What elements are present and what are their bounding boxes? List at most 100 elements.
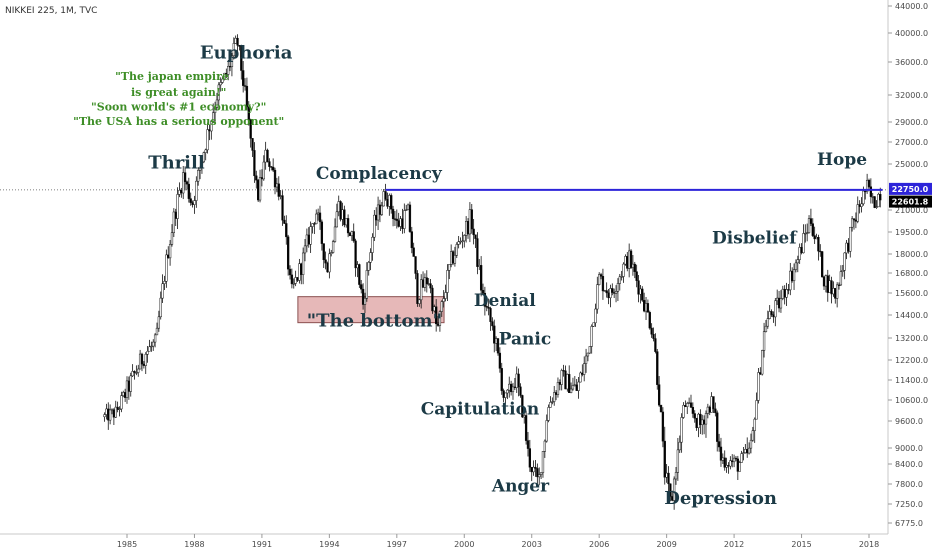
candle-body [877, 194, 880, 208]
candle-body [562, 370, 565, 372]
price-tag-label: 22601.8 [892, 198, 929, 207]
candle-body [804, 232, 807, 235]
candle-body [183, 172, 187, 182]
candle-body [648, 312, 651, 329]
candle-body [247, 106, 250, 120]
candle-body [556, 382, 560, 395]
candle-body [140, 353, 144, 365]
candle-body [744, 449, 747, 453]
candle-body [603, 290, 606, 292]
candle-body [161, 283, 164, 299]
candle-body [672, 478, 676, 501]
candle-body [566, 374, 569, 390]
candle-body [212, 112, 215, 122]
candle-body [116, 406, 119, 410]
candle-body [103, 414, 106, 418]
candle-body [496, 338, 500, 354]
candle-body [558, 382, 561, 385]
candle-body [824, 275, 828, 287]
candle-body [249, 119, 252, 139]
candle-body [391, 208, 395, 219]
candle-body [386, 198, 389, 207]
candle-body [401, 218, 404, 229]
candle-body [286, 236, 290, 270]
candle-body [405, 209, 408, 211]
candle-body [768, 311, 771, 319]
candle-body [517, 373, 520, 388]
candle-body [494, 338, 498, 344]
candle-body [871, 196, 874, 198]
candle-body [584, 355, 588, 364]
candle-body [579, 372, 582, 383]
y-tick-label: 27000.0 [895, 138, 928, 147]
candle-body [605, 290, 608, 294]
x-tick-label: 1994 [319, 540, 339, 549]
candle-body [448, 264, 451, 271]
candle-body [515, 373, 518, 388]
candle-body [294, 277, 297, 284]
candle-body [526, 440, 530, 449]
candle-body [178, 190, 181, 195]
candle-body [674, 472, 678, 480]
candle-body [762, 331, 766, 351]
candle-body [506, 389, 509, 394]
candle-body [330, 252, 333, 255]
candle-body [258, 177, 262, 201]
candle-body [714, 408, 717, 414]
candle-body [459, 241, 462, 243]
candle-body [554, 392, 558, 395]
candle-body [180, 190, 183, 194]
phase-annotation: Euphoria [200, 42, 293, 63]
candle-body [854, 219, 858, 222]
x-axis: 1985 1988 1991 1994 1997 2000 2003 2006 2009 2012… [117, 534, 879, 549]
candle-body [530, 466, 533, 473]
candle-body [614, 291, 618, 294]
y-tick-label: 16800.0 [895, 269, 928, 278]
candle-body [759, 372, 762, 375]
candle-body [255, 175, 258, 181]
phase-annotation: Depression [664, 488, 777, 509]
candle-body [410, 231, 413, 249]
candle-body [197, 170, 200, 182]
candle-body [227, 65, 230, 75]
candle-body [228, 65, 232, 68]
candle-body [213, 107, 217, 114]
candle-body [847, 242, 850, 252]
candle-body [466, 221, 470, 235]
candle-body [663, 440, 666, 478]
candle-body [223, 72, 226, 80]
candle-body [656, 351, 659, 385]
candle-body [451, 251, 455, 264]
candle-body [472, 228, 475, 236]
candle-body [303, 245, 307, 254]
annotations-layer: Euphoria Thrill Complacency "The bottom" Den… [73, 42, 867, 509]
candle-body [549, 402, 552, 408]
candle-body [695, 417, 698, 429]
candle-body [545, 420, 548, 442]
candle-body [543, 440, 546, 452]
candle-body [613, 292, 616, 294]
candle-body [513, 386, 517, 389]
candle-body [438, 311, 442, 326]
candle-body [354, 240, 357, 269]
candle-body [873, 196, 876, 208]
candle-body [157, 316, 161, 329]
candle-body [657, 384, 661, 406]
candle-body [208, 129, 211, 132]
candle-body [326, 262, 329, 273]
candle-body [346, 218, 350, 234]
candle-body [721, 457, 724, 461]
x-tick-label: 1991 [252, 540, 272, 549]
candle-body [772, 314, 775, 318]
candle-body [105, 408, 108, 415]
candle-body [348, 232, 352, 236]
candle-body [581, 372, 584, 375]
candle-body [547, 407, 550, 421]
candle-body [478, 265, 481, 267]
candle-body [369, 252, 372, 263]
candle-body [669, 483, 672, 497]
candle-body [159, 297, 162, 318]
x-tick-label: 2003 [522, 540, 542, 549]
candle-body [867, 179, 871, 187]
candle-body [193, 200, 196, 205]
